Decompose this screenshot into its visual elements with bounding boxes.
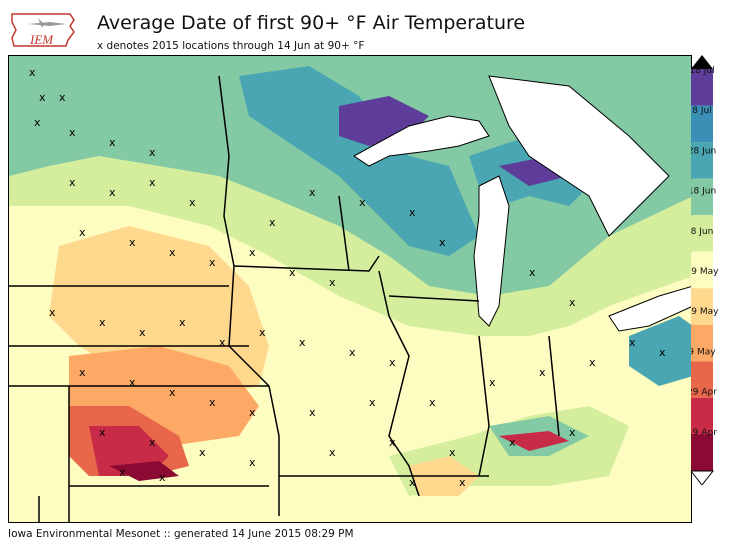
station-marker: x <box>39 91 46 104</box>
station-marker: x <box>569 296 576 309</box>
station-marker: x <box>129 236 136 249</box>
station-marker: x <box>529 266 536 279</box>
iem-logo: IEM <box>8 8 88 52</box>
station-marker: x <box>299 336 306 349</box>
legend-swatch <box>691 178 713 216</box>
legend-label: 18 Jun <box>691 187 716 197</box>
station-marker: x <box>149 146 156 159</box>
station-marker: x <box>79 226 86 239</box>
station-marker: x <box>309 406 316 419</box>
contour-map: x x x x x x x x x x x x x x x x x x x x … <box>8 55 692 523</box>
station-marker: x <box>79 366 86 379</box>
station-marker: x <box>219 336 226 349</box>
station-marker: x <box>439 236 446 249</box>
station-marker: x <box>359 196 366 209</box>
station-marker: x <box>49 306 56 319</box>
station-marker: x <box>149 176 156 189</box>
legend-label: 19 Apr <box>691 428 717 438</box>
station-marker: x <box>349 346 356 359</box>
station-marker: x <box>209 396 216 409</box>
station-marker: x <box>109 186 116 199</box>
station-marker: x <box>659 346 666 359</box>
station-marker: x <box>489 376 496 389</box>
station-marker: x <box>69 176 76 189</box>
station-marker: x <box>159 471 166 484</box>
legend-label: 9 May <box>691 347 716 357</box>
station-marker: x <box>99 316 106 329</box>
station-marker: x <box>629 336 636 349</box>
station-marker: x <box>169 246 176 259</box>
station-marker: x <box>589 356 596 369</box>
station-marker: x <box>99 426 106 439</box>
legend-swatches <box>689 55 715 486</box>
legend-labels: 18 Jul 8 Jul 28 Jun 18 Jun 8 Jun 29 May 19 May… <box>686 66 720 438</box>
legend-swatch <box>691 251 713 289</box>
station-marker: x <box>249 246 256 259</box>
station-marker: x <box>119 466 126 479</box>
station-marker: x <box>289 266 296 279</box>
legend-swatch <box>691 288 713 325</box>
station-marker: x <box>34 116 41 129</box>
legend-swatch <box>691 324 713 362</box>
station-marker: x <box>139 326 146 339</box>
legend-swatch <box>691 105 713 143</box>
station-marker: x <box>509 436 516 449</box>
legend-label: 8 Jun <box>691 227 713 237</box>
legend-swatch <box>691 434 713 471</box>
legend-swatch <box>691 142 713 179</box>
legend-label: 8 Jul <box>692 106 711 116</box>
station-marker: x <box>449 446 456 459</box>
station-marker: x <box>269 216 276 229</box>
station-marker: x <box>129 376 136 389</box>
legend-swatch <box>691 361 713 398</box>
station-marker: x <box>109 136 116 149</box>
legend-label: 29 Apr <box>691 388 717 398</box>
logo-text: IEM <box>29 32 54 47</box>
legend-swatch <box>691 215 713 252</box>
legend-label: 29 May <box>691 267 719 277</box>
footer-credit: Iowa Environmental Mesonet :: generated … <box>8 528 354 540</box>
station-marker: x <box>149 436 156 449</box>
color-legend: 18 Jul 8 Jul 28 Jun 18 Jun 8 Jun 29 May 19 May… <box>686 55 735 486</box>
station-marker: x <box>389 436 396 449</box>
station-marker: x <box>409 206 416 219</box>
station-marker: x <box>29 66 36 79</box>
station-marker: x <box>329 446 336 459</box>
legend-bottom-arrow <box>689 470 715 486</box>
legend-swatch <box>691 69 713 106</box>
station-marker: x <box>389 356 396 369</box>
station-marker: x <box>309 186 316 199</box>
station-marker: x <box>569 426 576 439</box>
station-marker: x <box>409 476 416 489</box>
station-marker: x <box>199 446 206 459</box>
station-marker: x <box>369 396 376 409</box>
station-marker: x <box>179 316 186 329</box>
station-marker: x <box>69 126 76 139</box>
station-marker: x <box>259 326 266 339</box>
map-subtitle: x denotes 2015 locations through 14 Jun … <box>97 40 365 52</box>
legend-label: 18 Jul <box>691 66 715 76</box>
station-marker: x <box>329 276 336 289</box>
legend-top-arrow <box>691 55 713 69</box>
legend-label: 28 Jun <box>691 146 716 156</box>
station-marker: x <box>209 256 216 269</box>
station-marker: x <box>459 476 466 489</box>
station-markers: x x x x x x x x x x x x x x x x x x x x … <box>29 66 666 489</box>
station-marker: x <box>59 91 66 104</box>
legend-label: 19 May <box>691 307 719 317</box>
station-marker: x <box>539 366 546 379</box>
station-marker: x <box>189 196 196 209</box>
station-marker: x <box>429 396 436 409</box>
station-marker: x <box>169 386 176 399</box>
legend-swatch <box>691 397 713 435</box>
station-marker: x <box>249 406 256 419</box>
map-title: Average Date of first 90+ °F Air Tempera… <box>97 12 526 34</box>
station-marker: x <box>249 456 256 469</box>
